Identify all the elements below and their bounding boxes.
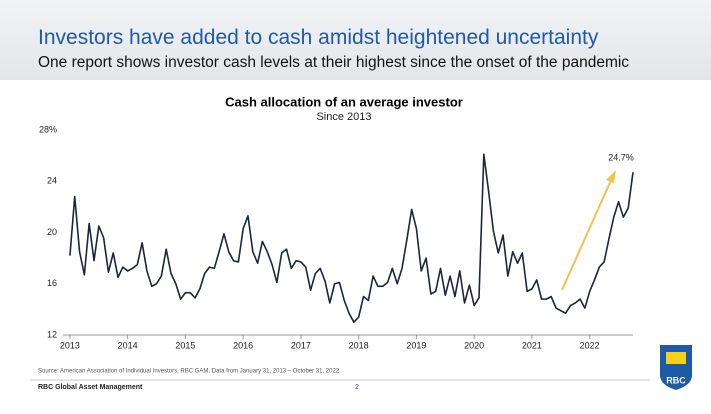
trend-arrow — [561, 177, 613, 291]
y-tick-label: 28% — [39, 124, 57, 134]
x-tick-label: 2020 — [464, 340, 484, 350]
y-tick-label: 12 — [47, 329, 57, 339]
data-line — [69, 153, 634, 323]
header-band — [0, 0, 711, 80]
x-tick-label: 2015 — [175, 340, 195, 350]
footer-company: RBC Global Asset Management — [38, 384, 143, 391]
y-tick-label: 20 — [47, 227, 57, 237]
trend-arrow-head — [606, 170, 616, 183]
chart-title: Cash allocation of an average investor — [225, 94, 463, 109]
page-number: 2 — [355, 384, 359, 391]
x-tick-label: 2018 — [349, 340, 369, 350]
y-tick-label: 16 — [47, 278, 57, 288]
x-tick-label: 2013 — [60, 340, 80, 350]
x-tick-label: 2019 — [406, 340, 426, 350]
x-tick-label: 2021 — [522, 340, 542, 350]
source-note: Source: American Association of Individu… — [38, 369, 341, 375]
x-tick-label: 2016 — [233, 340, 253, 350]
logo-lion — [666, 352, 686, 364]
data-label: 24.7% — [608, 153, 634, 163]
logo-text: RBC — [666, 375, 686, 385]
slide-subtitle: One report shows investor cash levels at… — [38, 54, 630, 71]
x-tick-label: 2022 — [580, 340, 600, 350]
slide-title: Investors have added to cash amidst heig… — [38, 26, 599, 49]
chart-subtitle: Since 2013 — [316, 111, 371, 123]
x-tick-label: 2014 — [118, 340, 138, 350]
y-tick-label: 24 — [47, 176, 57, 186]
x-tick-label: 2017 — [291, 340, 311, 350]
